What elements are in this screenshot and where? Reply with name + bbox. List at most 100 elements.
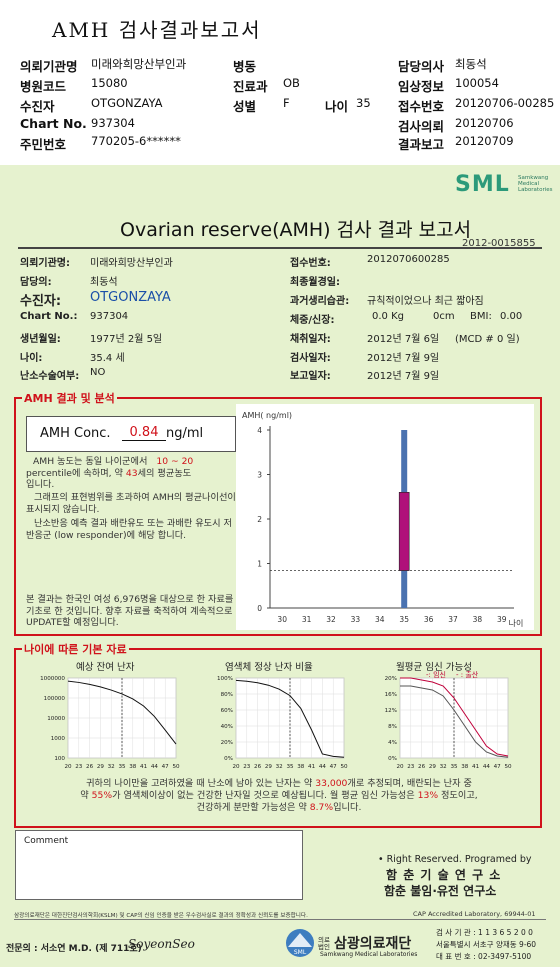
dept-value: OB: [283, 76, 300, 90]
amh-paragraph-1: AMH 농도는 동일 나이군에서 10 ~ 20 percentile에 속하며…: [26, 456, 194, 490]
comment-box: [15, 830, 303, 900]
amh-section-title: AMH 결과 및 분석: [22, 390, 117, 406]
eggs-chart-x-tick: 47: [162, 764, 170, 770]
pregnancy-chart-x-tick: 41: [472, 764, 480, 770]
r-test-value: 2012년 7월 9일: [367, 353, 440, 364]
receipt-value: 20120706-00285: [455, 96, 555, 110]
clinical-value: 100054: [455, 76, 499, 90]
amh-section: [14, 397, 542, 636]
amh-x-label: 나이: [509, 618, 524, 628]
mini-chart-3: 20 23 26 29 32 35 38 41 44 47 50 20% 16% 12% 8% 4% 0% -: …: [385, 670, 512, 770]
rights-line-2: 함 춘 기 술 연 구 소: [386, 868, 502, 882]
pregnancy-chart-y-tick: 12%: [385, 708, 397, 714]
eggs-chart-y-tick: 100: [54, 756, 65, 762]
normal-chart-x-tick: 35: [286, 764, 294, 770]
normal-chart-x-tick: 50: [340, 764, 348, 770]
r-surgery-value: NO: [90, 367, 106, 378]
amh-chart-bg: [236, 404, 534, 630]
mini-chart-1: 20 23 26 29 32 35 38 41 44 47 50 1000000 100000 10000…: [40, 676, 180, 770]
cap-text: CAP Accredited Laboratory, 69944-01: [413, 910, 536, 918]
pregnancy-legend-2: - : 출산: [456, 670, 479, 679]
pregnancy-chart-x-tick: 47: [494, 764, 502, 770]
institution-value: 미래와희망산부인과: [91, 57, 187, 71]
mini-chart-2: 20 23 26 29 32 35 38 41 44 47 50 100% 80% 60% 40% 20% 0%: [217, 676, 348, 770]
normal-chart-x-tick: 41: [308, 764, 316, 770]
info-line-2: 서울특별시 서초구 양재동 9-60: [436, 940, 537, 949]
normal-chart-y-tick: 0%: [224, 756, 233, 762]
amh-y-tick-label: 2: [257, 515, 262, 524]
amh-x-tick-label: 30: [277, 615, 287, 624]
mini-chart-1-title: 예상 잔여 난자: [76, 662, 135, 673]
pregnancy-chart-x-tick: 26: [418, 764, 426, 770]
eggs-chart-x-tick: 50: [172, 764, 180, 770]
amh-x-tick-label: 34: [375, 615, 385, 624]
normal-chart-series-line: [235, 679, 345, 758]
normal-chart-y-tick: 100%: [217, 676, 233, 682]
foundation-name: 삼광의료재단: [334, 936, 412, 952]
r-bmi-value: 0.00: [500, 311, 523, 322]
eggs-chart-x-tick: 44: [151, 764, 159, 770]
amh-x-tick-label: 35: [399, 615, 409, 624]
r-height-value: 0cm: [433, 311, 455, 322]
specialist-text: 전문의 : 서소연 M.D. (제 711호): [6, 944, 142, 954]
request-label: 검사의뢰: [398, 119, 445, 134]
eggs-chart-y-tick: 1000000: [40, 676, 65, 682]
amh-paragraph-4: 본 결과는 한국인 여성 6,976명을 대상으로 한 자료를 기초로 한 것입…: [26, 594, 234, 628]
amh-paragraph-3: 난소반응 예측 결과 배란유도 또는 과배란 유도시 저반응군 (low res…: [26, 518, 232, 541]
r-collect-value: 2012년 7월 6일: [367, 334, 440, 345]
r-patient-label: 수진자:: [20, 294, 62, 309]
r-bmi-label: BMI:: [470, 311, 492, 322]
pregnancy-chart-y-tick: 20%: [385, 676, 397, 682]
normal-chart-x-tick: 32: [276, 764, 283, 770]
normal-chart-y-tick: 80%: [221, 692, 233, 698]
specialist-signature: SoyeonSeo: [128, 937, 195, 951]
report-date-label: 결과보고: [398, 137, 445, 152]
eggs-chart-y-tick: 100000: [44, 696, 66, 702]
footer-divider: [14, 919, 546, 920]
eggs-chart-x-tick: 38: [129, 764, 137, 770]
normal-chart-y-tick: 40%: [221, 724, 233, 730]
rights-line-3: 함춘 불임·유전 연구소: [384, 884, 497, 898]
pregnancy-chart-y-tick: 4%: [388, 740, 397, 746]
normal-chart-x-tick: 26: [254, 764, 262, 770]
r-age-value: 35.4 세: [90, 353, 125, 364]
title-divider: [18, 247, 542, 249]
ovarian-report-title: Ovarian reserve(AMH) 검사 결과 보고서: [120, 219, 472, 241]
age-value: 35: [356, 96, 371, 110]
amh-x-tick-label: 31: [302, 615, 312, 624]
normal-chart-x-tick: 29: [265, 764, 273, 770]
request-value: 20120706: [455, 116, 514, 130]
amh-x-tick-label: 39: [497, 615, 507, 624]
clinical-label: 임상정보: [398, 79, 445, 94]
mini-chart-3-title: 월평균 임신 가능성: [396, 662, 472, 673]
foundation-tag: 의료법인: [318, 936, 330, 951]
hospital-code-label: 병원코드: [20, 79, 67, 94]
amh-conc-box: [26, 416, 236, 452]
pregnancy-chart-x-tick: 50: [504, 764, 512, 770]
r-report-value: 2012년 7월 9일: [367, 371, 440, 382]
amh-x-tick-label: 36: [424, 615, 434, 624]
foundation-subtitle: Samkwang Medical Laboratories: [320, 951, 418, 958]
amh-y-tick-label: 3: [257, 471, 262, 480]
r-history-value: 규칙적이었으나 최근 짧아짐: [367, 296, 484, 307]
pregnancy-chart-series-line: [400, 685, 509, 758]
amh-conc-unit: ng/ml: [166, 426, 204, 441]
rights-line-1: • Right Reserved. Programed by: [378, 854, 532, 865]
report-date-value: 20120709: [455, 134, 514, 148]
pregnancy-chart-x-tick: 35: [450, 764, 458, 770]
comment-label: Comment: [24, 836, 69, 846]
chart-label: Chart No.: [20, 116, 87, 131]
patient-value: OTGONZAYA: [91, 96, 163, 110]
mini-chart-2-title: 염색체 정상 난자 비율: [225, 662, 313, 673]
doctor-value: 최동석: [455, 57, 487, 71]
r-chart-label: Chart No.:: [20, 311, 78, 322]
sex-value: F: [283, 96, 290, 110]
r-weight-label: 체중/신장:: [290, 315, 335, 326]
chart-value: 937304: [91, 116, 135, 130]
amh-range-bar: [398, 492, 410, 571]
pregnancy-chart-y-tick: 16%: [385, 692, 397, 698]
sml-logo: SML: [455, 172, 510, 197]
amh-y-tick-label: 4: [257, 426, 262, 435]
pregnancy-chart-x-tick: 38: [461, 764, 469, 770]
eggs-chart-series-line: [67, 680, 177, 745]
